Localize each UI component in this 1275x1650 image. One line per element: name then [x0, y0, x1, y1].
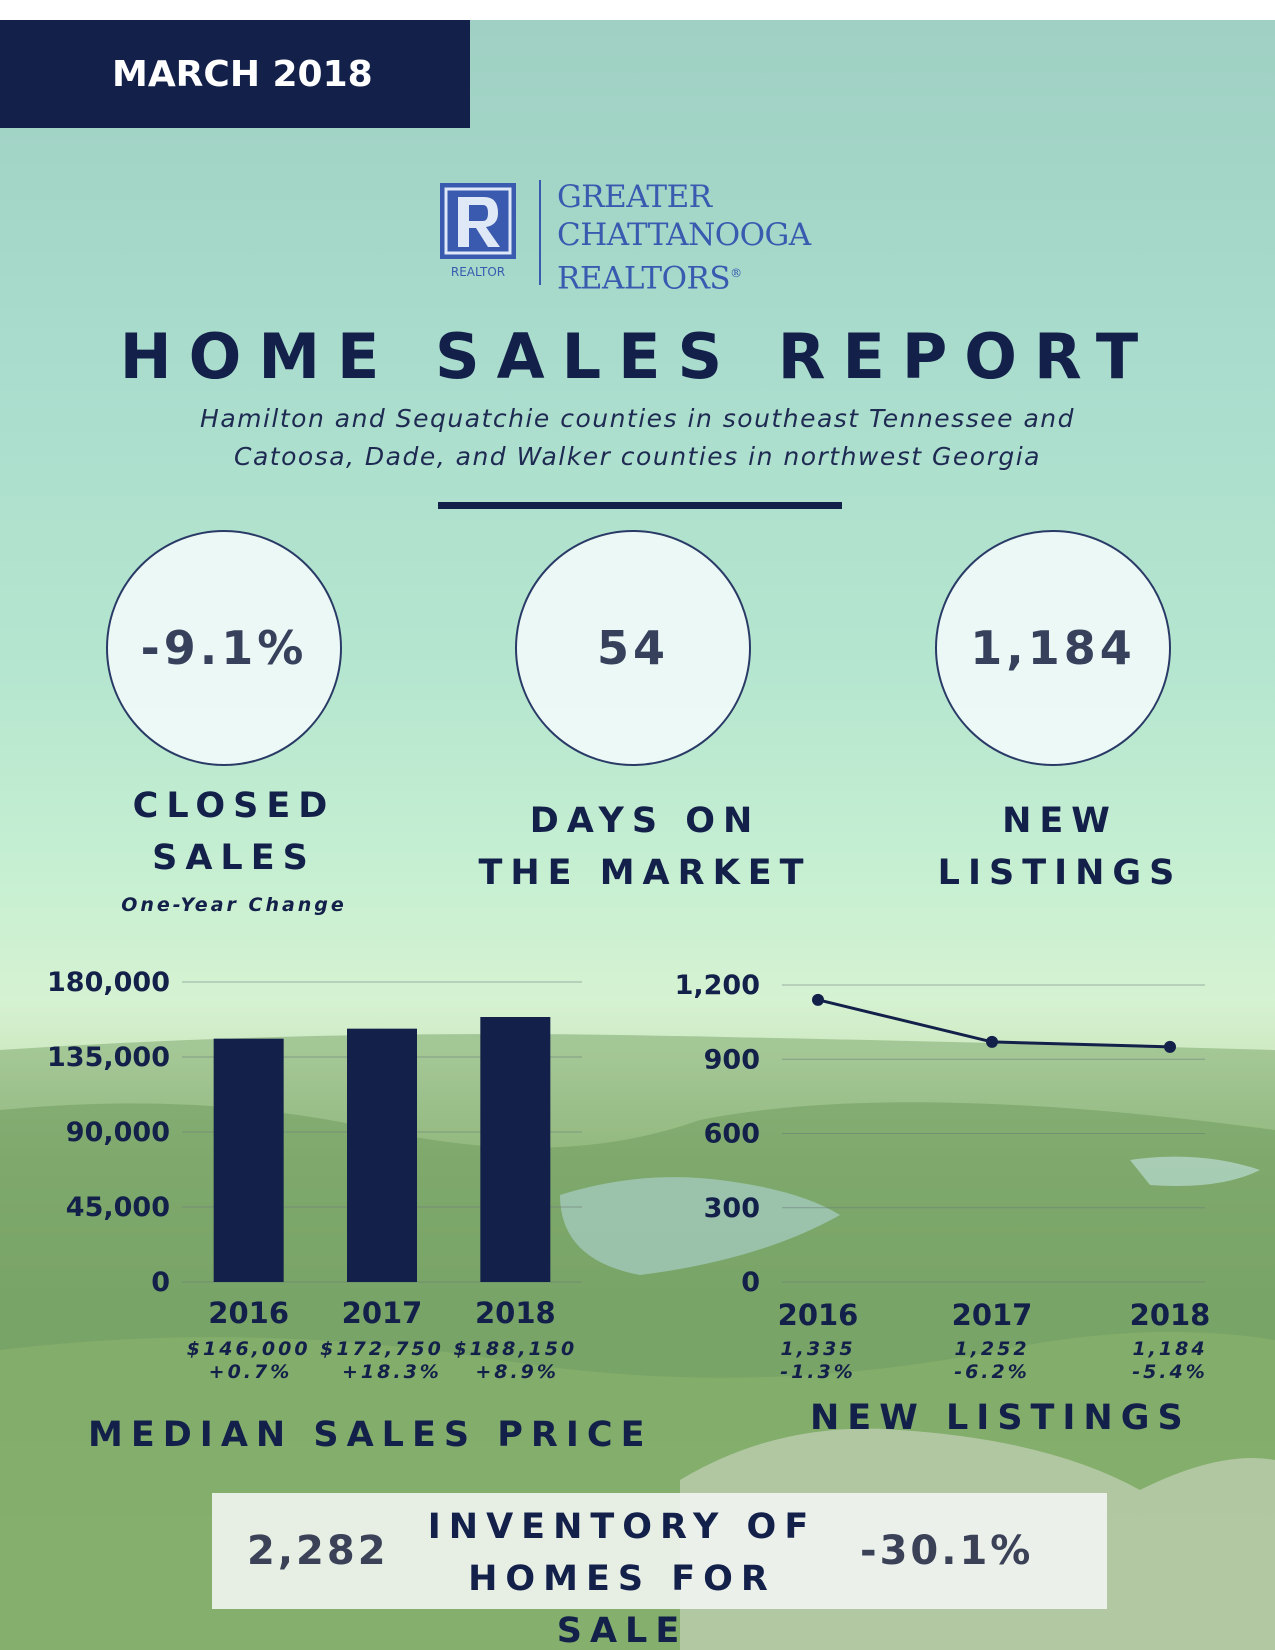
logo-separator — [539, 180, 541, 285]
report-subtitle: Hamilton and Sequatchie counties in sout… — [0, 400, 1275, 476]
line-change-annotation: -5.4% — [1132, 1361, 1208, 1383]
bar-2018 — [480, 1017, 551, 1282]
days-on-market-label-line-2: THE MARKET — [478, 853, 812, 893]
bar-price-annotation: $146,000 — [187, 1338, 311, 1360]
bar-y-tick-label: 180,000 — [47, 967, 170, 998]
line-count-annotation: 1,252 — [954, 1338, 1029, 1360]
line-y-tick-label: 300 — [704, 1193, 760, 1224]
new-listings-value: 1,184 — [970, 621, 1136, 675]
bar-change-annotation: +0.7% — [209, 1361, 293, 1383]
bar-2016 — [213, 1038, 284, 1282]
logo-line-2: CHATTANOOGA — [557, 217, 811, 253]
bar-y-tick-label: 135,000 — [47, 1042, 170, 1073]
inventory-label-line-2: HOMES FOR SALE — [468, 1559, 776, 1650]
bar-y-tick-label: 90,000 — [66, 1117, 170, 1148]
line-count-annotation: 1,184 — [1132, 1338, 1207, 1360]
line-change-annotation: -1.3% — [780, 1361, 856, 1383]
bar-change-annotation: +8.9% — [475, 1361, 559, 1383]
bar-x-label: 2017 — [342, 1296, 423, 1330]
bar-price-annotation: $188,150 — [453, 1338, 577, 1360]
logo-line-3: REALTORS® — [557, 254, 857, 297]
bar-x-label: 2016 — [208, 1296, 289, 1330]
median-sales-price-chart: 045,00090,000135,000180,0002016$146,000+… — [47, 967, 582, 1383]
line-y-tick-label: 0 — [741, 1267, 760, 1298]
logo-line-1: GREATER — [557, 179, 712, 215]
logo-line-3-text: REALTORS — [557, 260, 731, 297]
charts-layer: 045,00090,000135,000180,0002016$146,000+… — [47, 967, 1211, 1383]
new-listings-label-line-2: LISTINGS — [937, 853, 1183, 893]
closed-sales-label-line-2: SALES — [152, 838, 316, 878]
home-sales-report-poster: MARCH 2018 REALTOR GREATER CHATTANOOGA R… — [0, 20, 1275, 1650]
line-point-2016 — [812, 993, 824, 1006]
realtor-logo-icon: REALTOR — [440, 183, 516, 279]
new-listings-chart-title: NEW LISTINGS — [810, 1398, 1191, 1438]
report-date: MARCH 2018 — [112, 53, 373, 95]
closed-sales-value: -9.1% — [140, 621, 308, 675]
inventory-label: INVENTORY OF HOMES FOR SALE — [397, 1501, 847, 1650]
line-x-label: 2016 — [778, 1298, 859, 1332]
line-x-label: 2018 — [1130, 1298, 1211, 1332]
new-listings-circle: 1,184 — [935, 530, 1171, 766]
median-sales-price-title: MEDIAN SALES PRICE — [88, 1415, 653, 1455]
days-on-market-circle: 54 — [515, 530, 751, 766]
bar-2017 — [347, 1028, 417, 1282]
closed-sales-circle: -9.1% — [106, 530, 342, 766]
new-listings-label: NEW LISTINGS — [900, 795, 1220, 899]
days-on-market-label: DAYS ON THE MARKET — [445, 795, 845, 899]
closed-sales-note: One-Year Change — [121, 894, 347, 916]
new-listings-label-line-1: NEW — [1002, 801, 1118, 841]
bar-price-annotation: $172,750 — [320, 1338, 444, 1360]
line-point-2017 — [986, 1035, 998, 1048]
days-on-market-value: 54 — [596, 621, 669, 675]
registered-mark: ® — [730, 266, 742, 280]
inventory-label-line-1: INVENTORY OF — [427, 1507, 817, 1547]
subtitle-line-1: Hamilton and Sequatchie counties in sout… — [200, 404, 1075, 433]
inventory-change: -30.1% — [860, 1528, 1034, 1574]
line-y-tick-label: 900 — [704, 1044, 760, 1075]
bar-y-tick-label: 0 — [151, 1267, 170, 1298]
line-count-annotation: 1,335 — [780, 1338, 855, 1360]
days-on-market-label-line-1: DAYS ON — [529, 801, 761, 841]
closed-sales-label-line-1: CLOSED — [132, 786, 336, 826]
bar-y-tick-label: 45,000 — [66, 1192, 170, 1223]
bar-x-label: 2018 — [475, 1296, 556, 1330]
closed-sales-label: CLOSED SALES — [74, 780, 394, 884]
title-divider — [438, 502, 842, 509]
line-x-label: 2017 — [952, 1298, 1033, 1332]
subtitle-line-2: Catoosa, Dade, and Walker counties in no… — [234, 442, 1041, 471]
report-title: HOME SALES REPORT — [119, 320, 1156, 393]
report-date-tab: MARCH 2018 — [0, 20, 470, 128]
line-y-tick-label: 1,200 — [675, 970, 760, 1001]
logo-wordmark: GREATER CHATTANOOGA REALTORS® — [557, 178, 857, 297]
line-change-annotation: -6.2% — [954, 1361, 1030, 1383]
new-listings-chart: 0 300 600 900 1,200 2016 1,335-1.3% 2017 1,252-6… — [675, 970, 1211, 1383]
inventory-banner: 2,282 INVENTORY OF HOMES FOR SALE -30.1% — [212, 1493, 1107, 1650]
line-point-2018 — [1164, 1040, 1176, 1053]
inventory-value: 2,282 — [247, 1528, 389, 1574]
bar-change-annotation: +18.3% — [342, 1361, 442, 1383]
realtor-logo-caption: REALTOR — [451, 265, 505, 279]
line-y-tick-label: 600 — [704, 1119, 760, 1150]
